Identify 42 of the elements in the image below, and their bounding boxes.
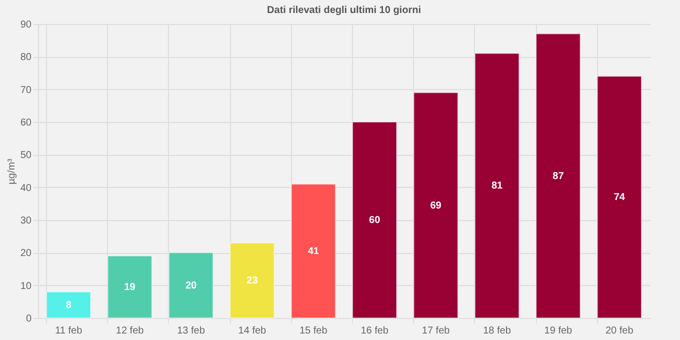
data-label: 74: [614, 192, 626, 204]
y-tick-label: 20: [20, 248, 32, 260]
x-tick-label: 15 feb: [299, 326, 328, 336]
y-tick-label: 70: [20, 84, 32, 96]
bar: [290, 184, 336, 318]
bar: [107, 255, 152, 318]
x-tick-label: 16 feb: [360, 326, 389, 336]
y-tick-label: 60: [20, 118, 32, 128]
x-tick-label: 14 feb: [238, 326, 267, 336]
x-tick-label: 20 feb: [605, 326, 634, 336]
data-label: 87: [552, 170, 564, 182]
y-tick-label: 30: [20, 216, 32, 226]
x-tick-label: 11 feb: [55, 326, 83, 336]
x-tick-label: 13 feb: [177, 326, 206, 336]
bar: [596, 76, 642, 318]
data-label: 23: [246, 275, 258, 286]
y-tick-label: 90: [20, 20, 32, 30]
bar: [413, 92, 458, 318]
x-tick-label: 18 feb: [483, 326, 512, 336]
data-label: 19: [124, 282, 136, 293]
y-tick-label: 10: [20, 280, 32, 292]
bar: [230, 242, 275, 318]
chart-title: Dati rilevati degli ultimi 10 giorni: [267, 5, 422, 16]
data-label: 81: [491, 180, 503, 192]
data-label: 41: [308, 246, 320, 258]
x-tick-label: 12 feb: [116, 326, 144, 336]
bar: [536, 33, 581, 318]
bar: [352, 122, 398, 318]
data-label: 69: [430, 200, 442, 212]
x-tick-label: 19 feb: [544, 326, 573, 336]
y-tick-label: 80: [20, 52, 32, 64]
x-tick-label: 17 feb: [422, 326, 450, 336]
y-tick-label: 0: [26, 314, 32, 324]
y-tick-label: 40: [20, 182, 32, 194]
data-label: 8: [66, 300, 72, 311]
bar: [46, 291, 92, 318]
bar: [168, 252, 214, 318]
y-axis-title: µg/m³: [6, 158, 18, 184]
data-label: 60: [369, 215, 381, 226]
data-label: 20: [185, 280, 197, 292]
y-tick-label: 50: [20, 150, 32, 162]
bar: [474, 52, 520, 318]
